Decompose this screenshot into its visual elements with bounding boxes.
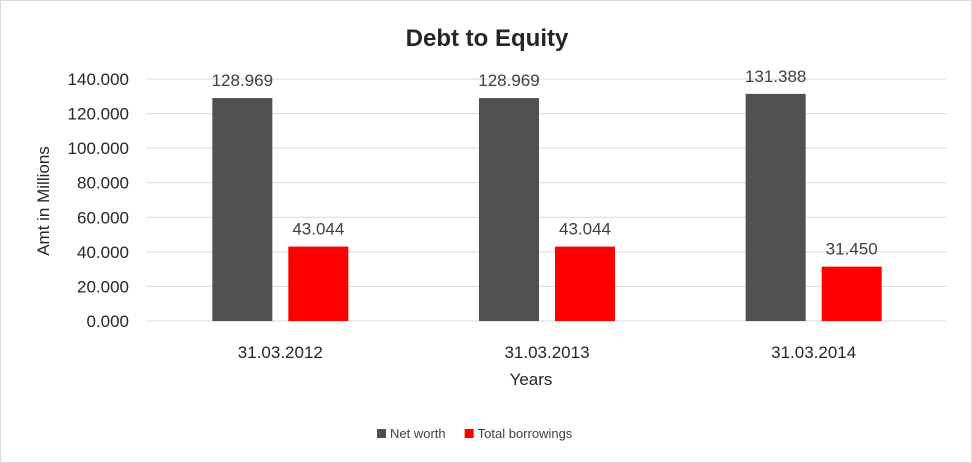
y-tick-label: 120.000 bbox=[68, 105, 129, 124]
bar-net-worth bbox=[212, 98, 273, 321]
chart-title: Debt to Equity bbox=[406, 25, 569, 52]
data-label: 31.450 bbox=[826, 240, 878, 259]
bar-total-borrowings bbox=[288, 246, 349, 321]
y-tick-label: 80.000 bbox=[77, 174, 129, 193]
data-label: 131.388 bbox=[745, 67, 806, 86]
x-axis-label: Years bbox=[510, 370, 553, 389]
y-tick-label: 60.000 bbox=[77, 208, 129, 227]
bar-net-worth bbox=[479, 98, 539, 321]
legend-swatch bbox=[377, 429, 386, 438]
bar-net-worth bbox=[745, 93, 806, 321]
legend-label: Total borrowings bbox=[478, 426, 573, 441]
legend-label: Net worth bbox=[390, 426, 446, 441]
legend-swatch bbox=[464, 429, 474, 438]
data-label: 43.044 bbox=[292, 220, 344, 239]
y-tick-label: 20.000 bbox=[77, 277, 129, 296]
y-tick-label: 40.000 bbox=[77, 243, 129, 262]
x-tick-label: 31.03.2014 bbox=[771, 343, 856, 362]
y-tick-label: 100.000 bbox=[68, 139, 129, 158]
y-tick-label: 0.000 bbox=[86, 312, 129, 331]
bar-total-borrowings bbox=[821, 266, 882, 321]
x-tick-label: 31.03.2012 bbox=[238, 343, 323, 362]
y-tick-label: 140.000 bbox=[68, 70, 129, 89]
data-label: 128.969 bbox=[212, 71, 273, 90]
data-label: 43.044 bbox=[559, 220, 611, 239]
y-axis-label: Amt in Millions bbox=[34, 146, 53, 256]
x-tick-label: 31.03.2013 bbox=[504, 343, 589, 362]
bar-total-borrowings bbox=[555, 246, 615, 321]
data-label: 128.969 bbox=[478, 71, 539, 90]
